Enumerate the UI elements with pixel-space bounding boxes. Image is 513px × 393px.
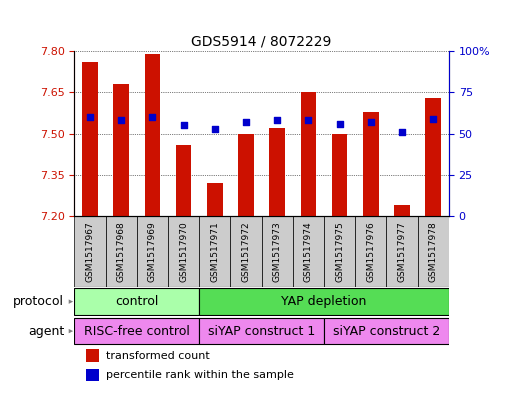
Bar: [324, 216, 355, 287]
Bar: [199, 318, 324, 344]
Text: siYAP construct 2: siYAP construct 2: [333, 325, 440, 338]
Bar: [74, 288, 199, 315]
Text: GSM1517973: GSM1517973: [273, 221, 282, 282]
Point: [336, 121, 344, 127]
Bar: [113, 84, 129, 216]
Point: [211, 125, 219, 132]
Text: GSM1517968: GSM1517968: [116, 221, 126, 282]
Bar: [176, 145, 191, 216]
Bar: [301, 92, 316, 216]
Point: [86, 114, 94, 120]
Bar: [137, 216, 168, 287]
Bar: [199, 288, 449, 315]
Text: GSM1517976: GSM1517976: [366, 221, 376, 282]
Text: YAP depletion: YAP depletion: [281, 295, 367, 308]
Point: [117, 117, 125, 123]
Point: [398, 129, 406, 135]
Text: GSM1517970: GSM1517970: [179, 221, 188, 282]
Point: [367, 119, 375, 125]
Point: [148, 114, 156, 120]
Point: [304, 117, 312, 123]
Bar: [145, 54, 160, 216]
Bar: [238, 134, 254, 216]
Bar: [324, 318, 449, 344]
Text: GSM1517971: GSM1517971: [210, 221, 220, 282]
Bar: [425, 98, 441, 216]
Bar: [199, 216, 230, 287]
Bar: [355, 216, 386, 287]
Text: agent: agent: [28, 325, 64, 338]
Text: percentile rank within the sample: percentile rank within the sample: [106, 370, 294, 380]
Bar: [74, 318, 199, 344]
Point: [180, 122, 188, 129]
Bar: [262, 216, 293, 287]
Text: GSM1517972: GSM1517972: [242, 221, 250, 282]
Point: [429, 116, 438, 122]
Bar: [394, 205, 410, 216]
Bar: [168, 216, 199, 287]
Text: GSM1517978: GSM1517978: [429, 221, 438, 282]
Bar: [230, 216, 262, 287]
Bar: [269, 128, 285, 216]
Bar: [207, 183, 223, 216]
Text: GSM1517969: GSM1517969: [148, 221, 157, 282]
Bar: [74, 216, 106, 287]
Point: [273, 117, 281, 123]
Text: RISC-free control: RISC-free control: [84, 325, 190, 338]
Bar: [363, 112, 379, 216]
Bar: [332, 134, 347, 216]
Text: siYAP construct 1: siYAP construct 1: [208, 325, 315, 338]
Text: protocol: protocol: [13, 295, 64, 308]
Bar: [386, 216, 418, 287]
Bar: [82, 62, 98, 216]
Bar: [418, 216, 449, 287]
Text: GSM1517974: GSM1517974: [304, 221, 313, 282]
Title: GDS5914 / 8072229: GDS5914 / 8072229: [191, 35, 332, 48]
Text: GSM1517967: GSM1517967: [86, 221, 94, 282]
Text: GSM1517977: GSM1517977: [398, 221, 407, 282]
Text: control: control: [115, 295, 159, 308]
Bar: [106, 216, 137, 287]
Bar: [86, 369, 98, 381]
Text: transformed count: transformed count: [106, 351, 210, 361]
Point: [242, 119, 250, 125]
Bar: [86, 349, 98, 362]
Bar: [293, 216, 324, 287]
Text: GSM1517975: GSM1517975: [335, 221, 344, 282]
